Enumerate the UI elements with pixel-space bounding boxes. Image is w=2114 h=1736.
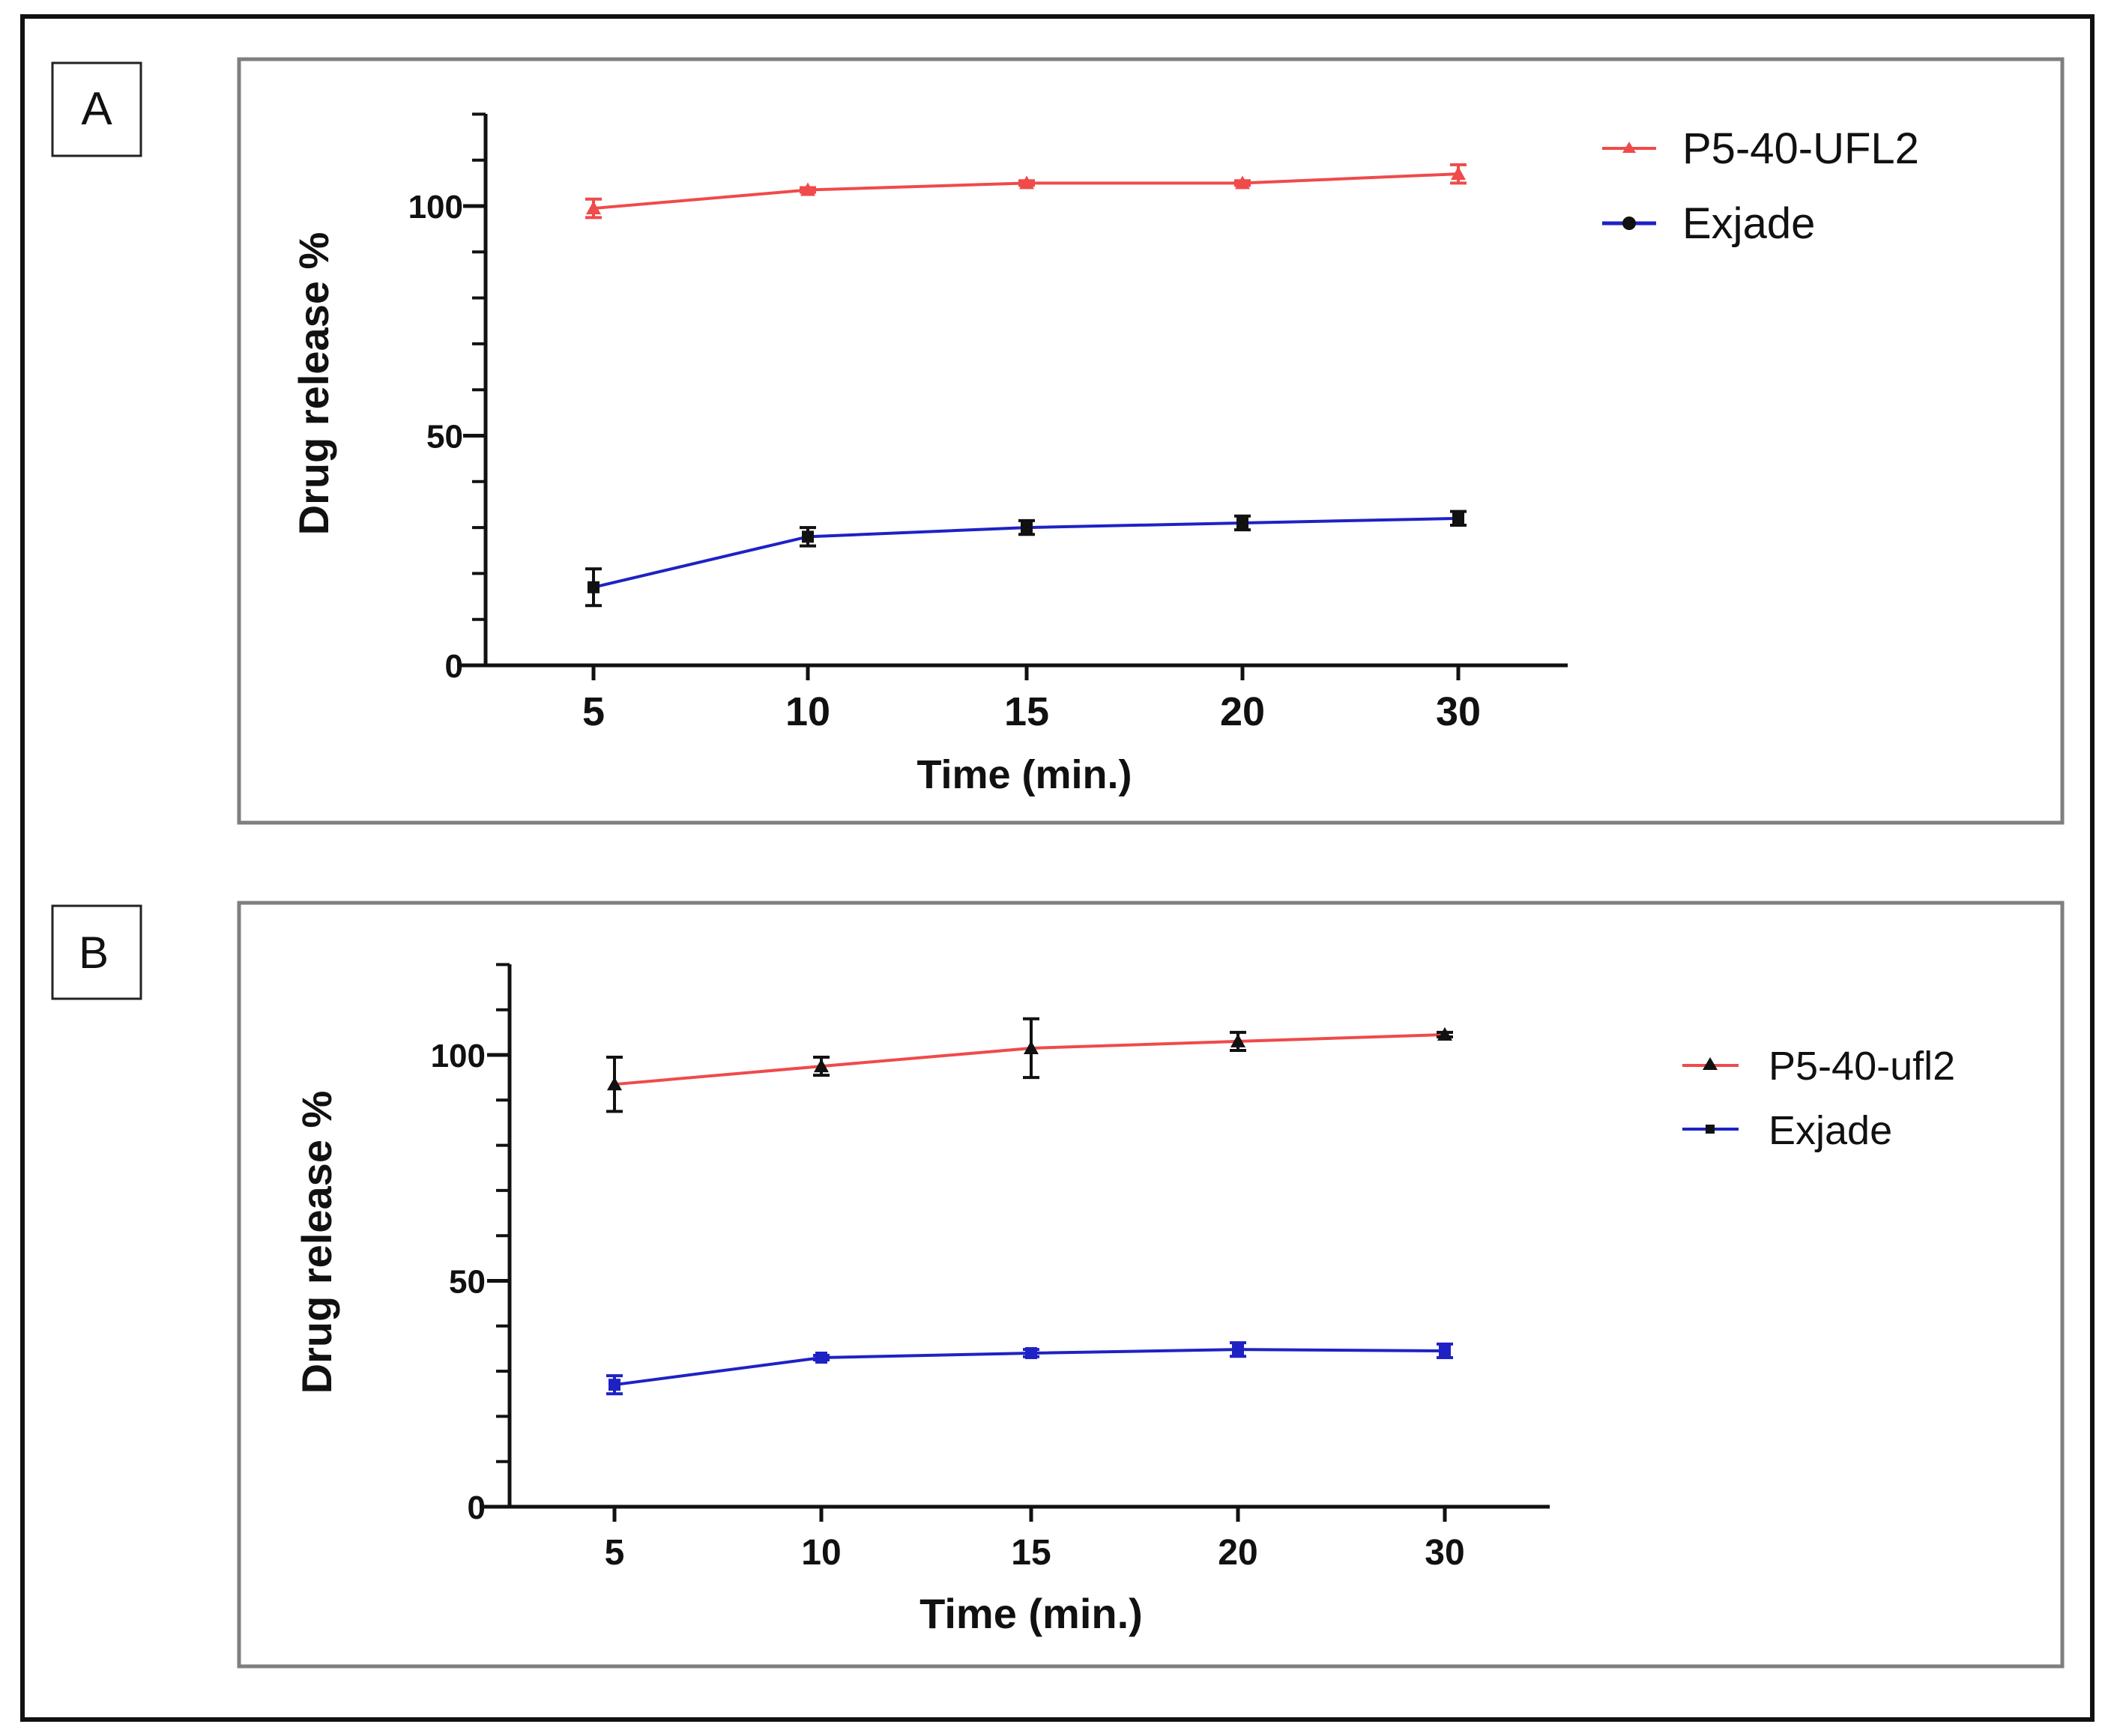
- data-point: [1024, 1040, 1039, 1054]
- panel-b-series: [606, 1017, 1453, 1396]
- data-point: [1019, 175, 1034, 190]
- panel-b-label-box: [51, 904, 142, 1000]
- panel-a-y-axis-label: Drug release %: [290, 232, 337, 536]
- data-point: [1452, 512, 1464, 524]
- legend-label-exjade: Exjade: [1769, 1108, 1892, 1153]
- data-point: [1021, 521, 1033, 534]
- panel-a-legend: P5-40-UFL2 Exjade: [1602, 124, 1919, 248]
- panel-b-x-axis-label: Time (min.): [919, 1590, 1143, 1637]
- legend-marker-p5-40-ufl2: [1622, 142, 1636, 153]
- series-exjade: [585, 509, 1467, 608]
- series-exjade: [606, 1341, 1453, 1396]
- series-p5-40-ufl2: [606, 1017, 1453, 1113]
- y-tick-label: 0: [468, 1489, 486, 1526]
- data-point: [1230, 1033, 1245, 1047]
- y-tick-label: 100: [408, 189, 463, 226]
- data-point: [1236, 516, 1248, 529]
- legend-marker-p5-40-ufl2: [1703, 1057, 1718, 1070]
- x-tick-label: 30: [1425, 1533, 1464, 1573]
- data-point: [814, 1059, 829, 1073]
- panel-a-frame: [237, 57, 2065, 825]
- legend-label-p5-40-ufl2: P5-40-UFL2: [1682, 124, 1919, 173]
- x-tick-label: 5: [605, 1533, 625, 1573]
- data-point: [1235, 175, 1250, 190]
- legend-label-p5-40-ufl2: P5-40-ufl2: [1769, 1044, 1955, 1089]
- panel-b-label: B: [79, 928, 109, 978]
- x-tick-label: 20: [1220, 689, 1265, 734]
- data-point: [800, 182, 815, 196]
- x-tick-label: 15: [1004, 689, 1049, 734]
- data-point: [588, 581, 600, 593]
- panel-a: A 0 50 100 5 10 15 20 30 Time (min.) Drug relea…: [51, 57, 2065, 825]
- legend-item: P5-40-ufl2: [1682, 1044, 1955, 1089]
- x-tick-label: 5: [582, 689, 605, 734]
- data-point: [1437, 1026, 1452, 1041]
- y-tick-label: 100: [431, 1038, 486, 1074]
- series-p5-40-ufl2: [585, 163, 1467, 220]
- legend-marker-exjade: [1622, 217, 1636, 230]
- panel-a-x-axis-label: Time (min.): [916, 752, 1132, 797]
- data-point: [1439, 1344, 1451, 1357]
- data-point: [1232, 1343, 1244, 1356]
- data-point: [1025, 1346, 1037, 1359]
- y-tick-label: 50: [426, 419, 463, 456]
- panel-a-label: A: [81, 83, 112, 135]
- x-tick-label: 30: [1436, 689, 1481, 734]
- legend-item: Exjade: [1602, 199, 1815, 248]
- panel-b-frame: [237, 901, 2065, 1669]
- data-point: [815, 1352, 827, 1364]
- x-tick-label: 10: [801, 1533, 841, 1573]
- legend-item: P5-40-UFL2: [1602, 124, 1919, 173]
- y-tick-label: 0: [445, 648, 463, 685]
- panel-a-series: [585, 163, 1467, 608]
- data-point: [607, 1077, 622, 1091]
- x-tick-label: 10: [785, 689, 830, 734]
- data-point: [802, 530, 814, 543]
- panel-b-y-axis-label: Drug release %: [293, 1091, 340, 1394]
- y-tick-label: 50: [449, 1264, 486, 1301]
- x-tick-label: 20: [1218, 1533, 1257, 1573]
- legend-label-exjade: Exjade: [1682, 199, 1815, 248]
- data-point: [586, 201, 601, 215]
- data-point: [1451, 166, 1466, 181]
- legend-marker-exjade: [1706, 1125, 1715, 1134]
- panel-a-ticks: 0 50 100 5 10 15 20 30: [408, 112, 1481, 734]
- x-tick-label: 15: [1011, 1533, 1051, 1573]
- legend-item: Exjade: [1682, 1108, 1892, 1153]
- panel-b-legend: P5-40-ufl2 Exjade: [1682, 1044, 1955, 1153]
- data-point: [608, 1379, 620, 1391]
- panel-b-ticks: 0 50 100 5 10 15 20 30: [431, 963, 1465, 1573]
- panel-b: B 0 50 100 5 10 15 20 30 Time (min.) Drug relea…: [51, 901, 2065, 1669]
- panel-a-label-box: [51, 61, 142, 157]
